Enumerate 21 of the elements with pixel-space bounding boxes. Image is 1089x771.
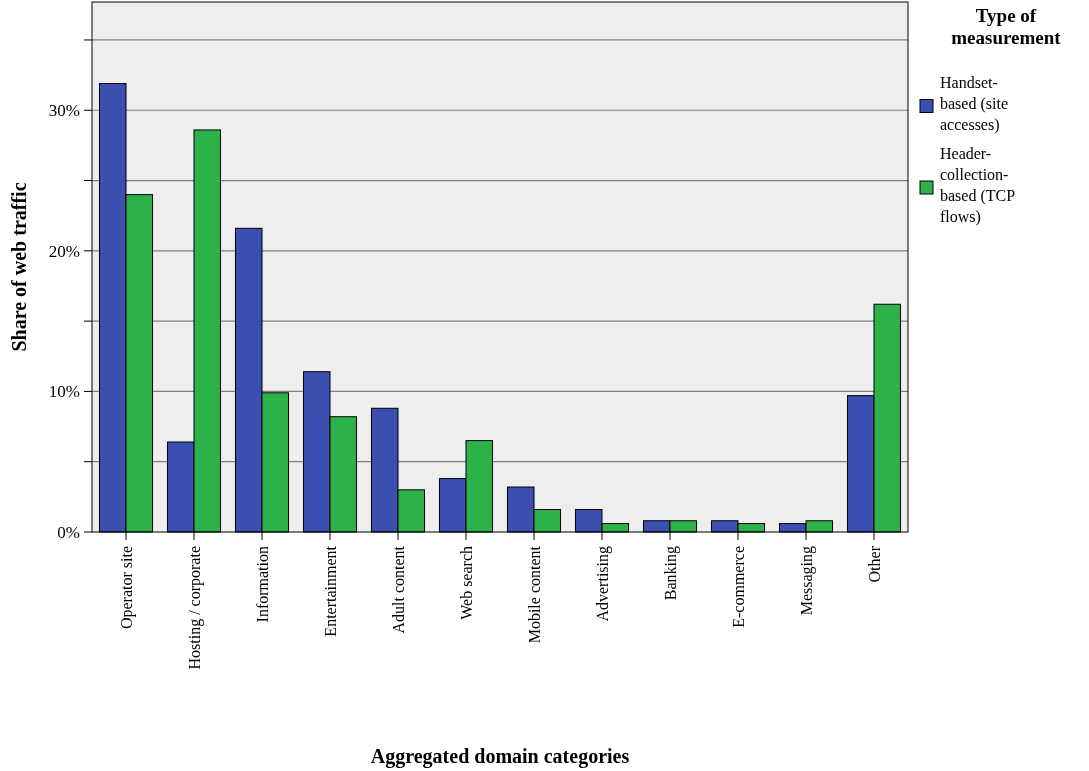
- y-tick-label: 10%: [48, 382, 80, 402]
- x-tick-label: Entertainment: [321, 545, 339, 637]
- x-tick-label: Advertising: [593, 546, 612, 622]
- x-tick-label: Information: [253, 546, 271, 623]
- y-tick-label: 0%: [57, 522, 80, 542]
- x-tick-label: Adult content: [389, 545, 407, 634]
- y-tick-label: 30%: [48, 101, 80, 121]
- x-tick-label: Web search: [457, 546, 475, 620]
- x-tick-label: Operator site: [117, 546, 136, 630]
- y-axis-title: Share of web traffic: [8, 182, 30, 352]
- x-tick-label: Mobile content: [525, 545, 543, 644]
- legend-label: Handset-based (site accesses): [940, 74, 1008, 134]
- legend-title: Type of measurement: [951, 5, 1062, 48]
- legend-label: Header-collection-based (TCP flows): [940, 145, 1016, 226]
- x-tick-label: Other: [865, 545, 883, 583]
- y-tick-label: 20%: [48, 241, 80, 261]
- x-tick-label: Banking: [661, 546, 680, 601]
- x-tick-label: E-commerce: [729, 546, 747, 628]
- x-axis-title: Aggregated domain categories: [370, 745, 630, 768]
- x-tick-label: Messaging: [797, 546, 816, 616]
- x-tick-label: Hosting / corporate: [185, 546, 204, 670]
